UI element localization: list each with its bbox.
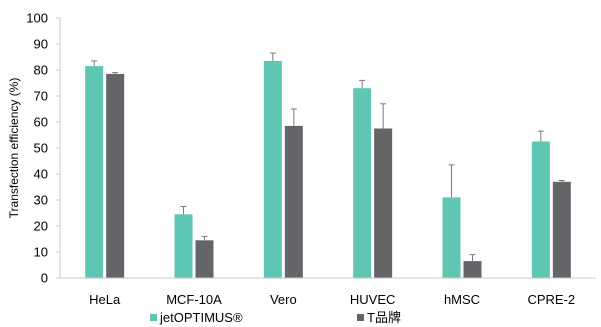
y-tick-label: 60: [34, 115, 48, 130]
y-tick-label: 10: [34, 245, 48, 260]
x-category-label: HUVEC: [350, 292, 396, 307]
error-bar: [380, 103, 387, 129]
error-bar: [269, 52, 276, 61]
bar-mcf-10a-series-2: [195, 240, 214, 278]
bar-vero-series-1: [263, 60, 282, 279]
error-bar: [112, 72, 119, 74]
y-tick-label: 30: [34, 193, 48, 208]
bar-hmsc-series-1: [442, 197, 461, 278]
y-tick-label: 50: [34, 141, 48, 156]
y-tick-label: 100: [26, 11, 48, 26]
bars: [85, 60, 571, 279]
y-axis-ticks: 0 10 20 30 40 50 60 70 80 90 100: [26, 11, 60, 286]
bar-hela-series-1: [85, 66, 104, 278]
legend: jetOPTIMUS® T品牌: [150, 310, 401, 325]
bar-cpre-2-series-1: [531, 141, 550, 278]
y-tick-label: 0: [41, 271, 48, 286]
legend-label: jetOPTIMUS®: [159, 310, 243, 325]
y-tick-label: 90: [34, 37, 48, 52]
bar-vero-series-2: [284, 125, 303, 279]
bar-mcf-10a-series-1: [174, 214, 193, 278]
y-tick-label: 40: [34, 167, 48, 182]
x-category-label: Vero: [270, 292, 297, 307]
error-bars: [91, 52, 565, 262]
error-bar: [448, 164, 455, 198]
x-category-label: HeLa: [89, 292, 121, 307]
y-tick-label: 20: [34, 219, 48, 234]
error-bar: [537, 130, 544, 142]
error-bar: [180, 206, 187, 215]
error-bar: [558, 180, 565, 182]
bar-cpre-2-series-2: [552, 181, 571, 278]
legend-item: T品牌: [357, 310, 401, 325]
error-bar: [91, 60, 98, 67]
y-tick-label: 70: [34, 89, 48, 104]
bar-hmsc-series-2: [463, 261, 482, 278]
error-bar: [359, 79, 366, 89]
error-bar: [290, 108, 297, 126]
legend-swatch: [150, 314, 157, 321]
x-category-label: MCF-10A: [166, 292, 222, 307]
error-bar: [201, 235, 208, 241]
x-axis-categories: HeLa MCF-10A Vero HUVEC hMSC CPRE-2: [89, 292, 575, 307]
bar-hela-series-2: [106, 73, 125, 279]
y-tick-label: 80: [34, 63, 48, 78]
bar-huvec-series-2: [374, 128, 393, 278]
x-category-label: CPRE-2: [527, 292, 575, 307]
error-bar: [469, 254, 476, 262]
legend-label: T品牌: [367, 310, 401, 325]
y-axis-title: Transfection efficiency (%): [7, 78, 21, 219]
legend-item: jetOPTIMUS®: [150, 310, 243, 325]
x-category-label: hMSC: [444, 292, 480, 307]
legend-swatch: [357, 314, 364, 321]
bar-huvec-series-1: [353, 88, 372, 278]
